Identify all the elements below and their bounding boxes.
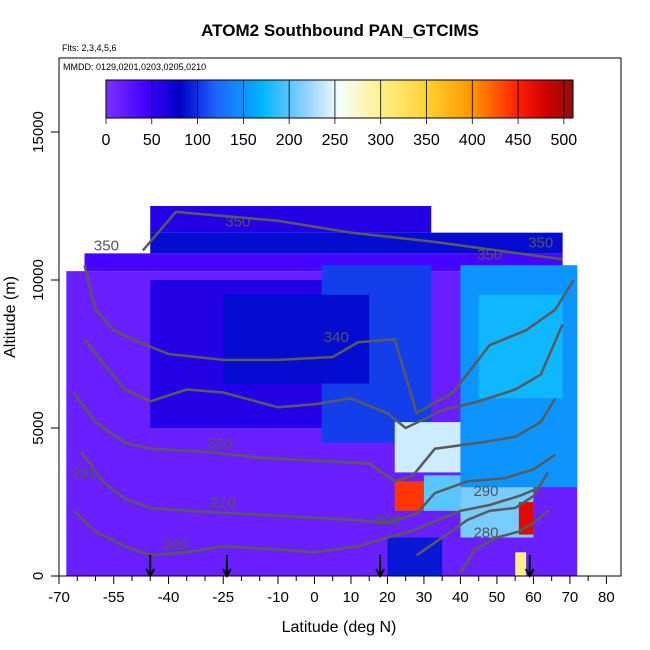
heatmap-cell [150,232,563,254]
contour-line [72,486,542,557]
contour-label: 350 [477,246,502,263]
y-tick-label: 15000 [30,111,47,153]
x-tick-label: 20 [379,589,396,606]
heatmap-cell [518,502,534,535]
heatmap-cell [515,552,527,576]
colorbar-tick-label: 150 [230,132,257,149]
x-tick-label: 60 [525,589,542,606]
x-tick-label: 40 [452,589,469,606]
x-tick-label: 80 [598,589,615,606]
contour-label: 310 [211,495,236,512]
colorbar-tick-label: 50 [143,132,161,149]
colorbar: 0 50 100 150 200 250 300 350 400 450 500 [102,79,577,149]
contour-label: 290 [473,483,498,500]
plot-frame [58,57,622,577]
x-axis: -70 -55 -40 -25 -10 0 10 20 30 40 50 60 70 80 [48,576,615,606]
y-axis: 0 5000 10000 15000 [30,111,59,580]
colorbar-tick-label: 250 [322,132,349,149]
contour-line [83,323,564,430]
contour-line [72,391,557,483]
contour-label: 350 [225,214,250,231]
colorbar-tick-label: 0 [102,132,111,149]
colorbar-tick-label: 300 [367,132,394,149]
y-tick-label: 5000 [30,411,47,444]
contour-line [141,210,563,261]
x-tick-label: 50 [489,589,506,606]
contour-line [83,264,575,415]
x-tick-label: 30 [416,589,433,606]
heatmap-cell [394,481,424,511]
x-tick-label: -55 [103,589,125,606]
colorbar-tick-label: 500 [550,132,577,149]
x-tick-label: 10 [343,589,360,606]
x-tick-label: -10 [267,589,289,606]
contour-label: 350 [94,237,119,254]
heatmap-cell [478,294,563,399]
x-tick-label: 70 [562,589,579,606]
contour-label: 300 [375,513,400,530]
contour-line [79,450,556,524]
colorbar-gradient [105,79,574,119]
heatmap-cell [223,294,370,384]
y-axis-label: Altitude (m) [2,276,19,358]
chart-title: ATOM2 Southbound PAN_GTCIMS [201,21,479,40]
x-tick-label: -70 [48,589,70,606]
contours [72,210,575,574]
colorbar-tick-label: 200 [276,132,303,149]
contour-label: 320 [207,436,232,453]
flights-note: Flts: 2,3,4,5,6 [62,43,117,53]
colorbar-tick-label: 400 [459,132,486,149]
contour-label: 280 [473,525,498,542]
colorbar-tick-label: 350 [413,132,440,149]
contour-line [459,509,549,574]
x-tick-label: 0 [310,589,318,606]
x-axis-label: Latitude (deg N) [282,619,397,636]
contour-label: 300 [163,536,188,553]
contour-label: 350 [528,234,553,251]
y-tick-label: 0 [30,572,47,580]
x-tick-label: -40 [158,589,180,606]
heatmap-cell [423,475,461,511]
y-tick-label: 10000 [30,259,47,301]
heatmap-cell [84,253,563,272]
dates-note: MMDD: 0129,0201,0203,0205,0210 [63,62,206,72]
contour-labels: 350 350 350 350 340 320 310 300 300 290 290 280 [72,214,553,554]
contour-line [415,471,550,557]
colorbar-tick-label: 450 [505,132,532,149]
heatmap-cell [150,206,432,233]
contour-label: 290 [72,465,97,482]
colorbar-tick-label: 100 [184,132,211,149]
heatmap [66,206,578,576]
x-tick-label: -25 [212,589,234,606]
contour-label: 340 [324,329,349,346]
